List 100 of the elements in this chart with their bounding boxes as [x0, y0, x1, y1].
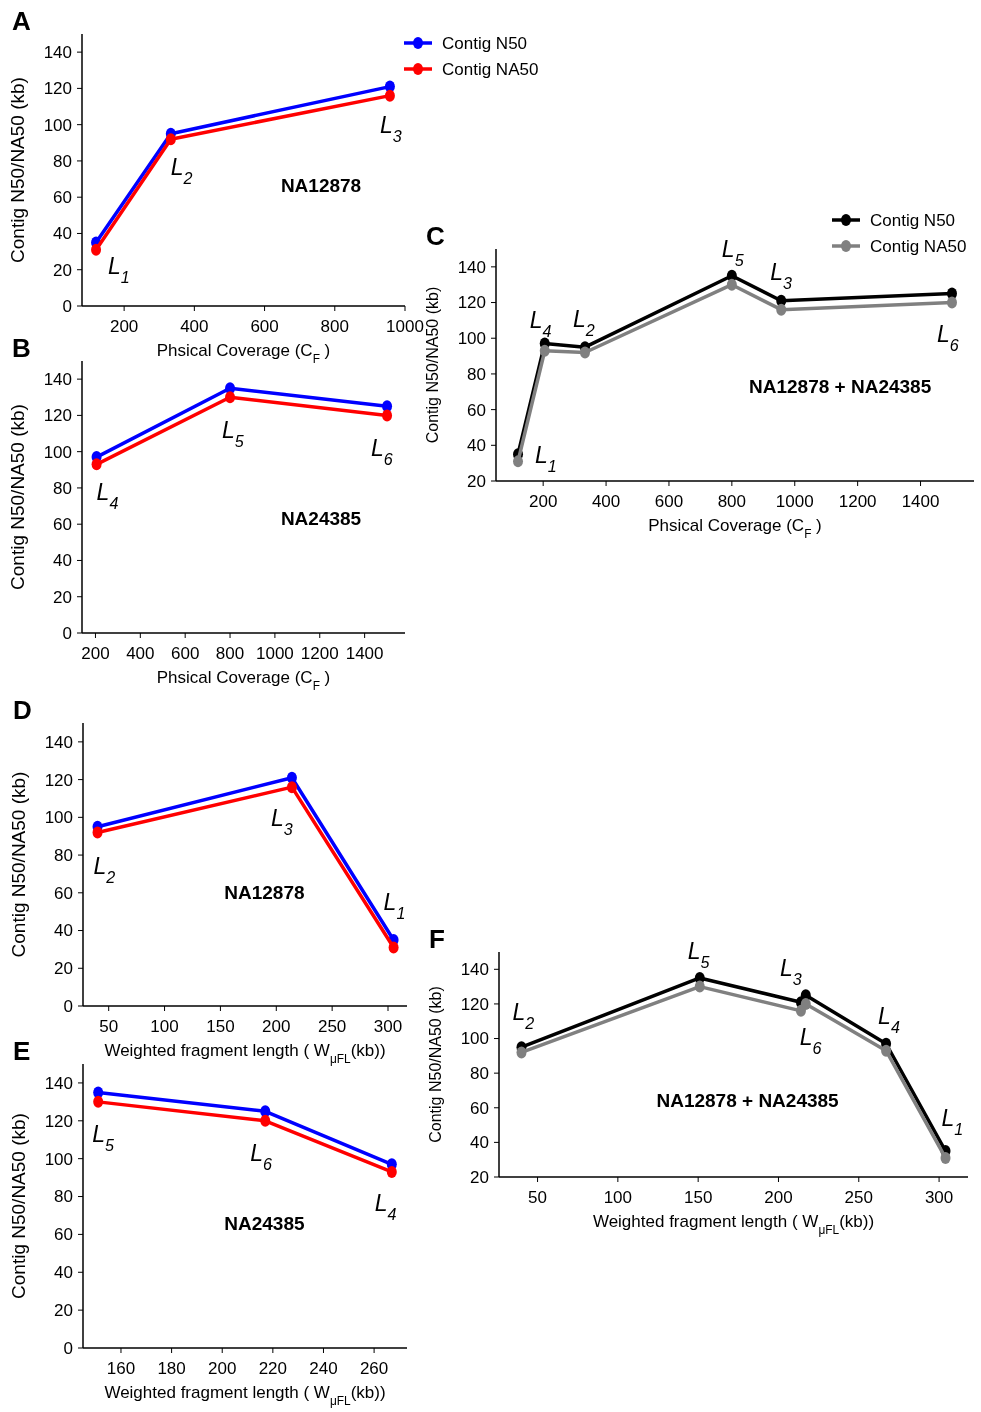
point: [91, 243, 102, 256]
x-tick-label: 200: [764, 1188, 793, 1207]
y-tick-label: 120: [457, 293, 486, 313]
chart-title: D: [13, 695, 32, 725]
point: [694, 980, 705, 993]
y-tick-label: 20: [467, 471, 486, 491]
annotation: NA12878 + NA24385: [656, 1090, 840, 1112]
y-tick-label: 60: [53, 515, 72, 535]
annotation: L$_{4}$: [96, 479, 119, 513]
annotation: NA12878: [224, 882, 305, 904]
y-axis-title: Contig N50/NA50 (kb): [7, 404, 28, 590]
y-tick-label: 120: [43, 406, 72, 426]
legend-label: Contig NA50: [870, 236, 967, 256]
annotation: L$_{1}$: [383, 889, 406, 923]
y-axis-title: Contig N50/NA50 (kb): [7, 77, 28, 263]
annotation: L$_{2}$: [573, 306, 595, 340]
x-tick-label: 800: [717, 492, 747, 511]
y-axis-title: Contig N50/NA50 (kb): [427, 986, 444, 1143]
x-axis-title: Phsical Coverage (C$_{F}$ ): [648, 516, 822, 541]
annotation: L$_{3}$: [779, 955, 802, 989]
x-tick-label: 1400: [345, 644, 384, 663]
point: [225, 391, 236, 404]
annotation: L$_{3}$: [770, 258, 793, 292]
x-axis-title: Weighted fragment length ( W$_{μFL}$(kb)): [104, 1383, 386, 1408]
y-tick-label: 20: [54, 959, 73, 979]
x-tick-label: 100: [150, 1017, 179, 1036]
x-tick-label: 150: [206, 1017, 235, 1036]
legend-label: Contig NA50: [442, 59, 539, 79]
y-axis-title: Contig N50/NA50 (kb): [8, 1113, 29, 1299]
annotation: L$_{1}$: [941, 1105, 964, 1139]
point: [92, 826, 103, 839]
y-tick-label: 20: [54, 1301, 73, 1321]
x-tick-label: 300: [924, 1188, 954, 1207]
y-tick-label: 20: [470, 1167, 489, 1187]
y-tick-label: 100: [43, 115, 72, 135]
y-tick-label: 80: [53, 151, 72, 171]
x-tick-label: 1000: [255, 644, 294, 663]
y-tick-label: 40: [53, 224, 72, 244]
y-tick-label: 140: [44, 732, 73, 752]
point: [388, 941, 399, 954]
y-tick-label: 20: [53, 587, 72, 607]
y-tick-label: 60: [54, 883, 73, 903]
annotation: NA24385: [224, 1212, 306, 1234]
x-tick-label: 800: [215, 644, 245, 663]
annotation: L$_{4}$: [878, 1002, 900, 1036]
point: [513, 455, 524, 468]
x-tick-label: 200: [109, 317, 139, 336]
x-tick-label: 50: [528, 1188, 548, 1207]
annotation: L$_{4}$: [374, 1190, 397, 1224]
y-tick-label: 40: [54, 921, 73, 941]
x-tick-label: 100: [603, 1188, 633, 1207]
x-tick-label: 1000: [775, 492, 814, 511]
x-tick-label: 300: [373, 1017, 403, 1036]
annotation: L$_{2}$: [93, 852, 116, 886]
x-tick-label: 400: [591, 492, 621, 511]
x-tick-label: 400: [126, 644, 155, 663]
x-tick-label: 250: [317, 1017, 347, 1036]
y-tick-label: 100: [44, 808, 73, 828]
y-tick-label: 0: [63, 996, 73, 1016]
x-axis-title: Phsical Coverage (C$_{F}$ ): [156, 668, 331, 693]
annotation: L$_{4}$: [529, 306, 552, 340]
x-tick-label: 200: [528, 492, 558, 511]
annotation: L$_{2}$: [512, 999, 535, 1033]
y-tick-label: 120: [43, 79, 72, 99]
y-tick-label: 100: [44, 1149, 73, 1169]
y-tick-label: 100: [43, 442, 72, 462]
annotation: L$_{6}$: [799, 1024, 822, 1058]
y-tick-label: 120: [460, 994, 489, 1014]
x-tick-label: 200: [81, 644, 110, 663]
annotation: NA24385: [280, 508, 362, 530]
y-tick-label: 60: [54, 1225, 73, 1245]
x-tick-label: 240: [309, 1359, 338, 1378]
point: [881, 1044, 892, 1057]
x-tick-label: 260: [359, 1359, 389, 1378]
x-tick-label: 1400: [901, 492, 940, 511]
x-tick-label: 600: [170, 644, 200, 663]
point: [516, 1046, 527, 1059]
x-tick-label: 200: [262, 1017, 291, 1036]
annotation: L$_{6}$: [371, 435, 393, 469]
y-tick-label: 80: [53, 478, 72, 498]
y-axis-title: Contig N50/NA50 (kb): [424, 286, 441, 444]
point: [165, 133, 176, 146]
x-tick-label: 1200: [300, 644, 339, 663]
point: [286, 781, 297, 794]
point: [800, 997, 811, 1010]
point: [726, 278, 737, 291]
annotation: L$_{1}$: [535, 442, 557, 476]
annotation: NA12878: [280, 174, 362, 196]
x-tick-label: 160: [106, 1359, 136, 1378]
y-tick-label: 140: [460, 960, 489, 980]
y-tick-label: 60: [470, 1098, 489, 1118]
y-axis-title: Contig N50/NA50 (kb): [8, 771, 29, 958]
point: [940, 1151, 951, 1164]
x-tick-label: 400: [180, 317, 209, 336]
chart-title: C: [426, 221, 445, 251]
chart-title: A: [12, 6, 31, 36]
annotation: L$_{5}$: [92, 1121, 114, 1155]
x-axis-title: Weighted fragment length ( W$_{μFL}$(kb)): [104, 1041, 386, 1066]
y-tick-label: 120: [44, 1111, 73, 1131]
chart-title: E: [13, 1036, 31, 1066]
